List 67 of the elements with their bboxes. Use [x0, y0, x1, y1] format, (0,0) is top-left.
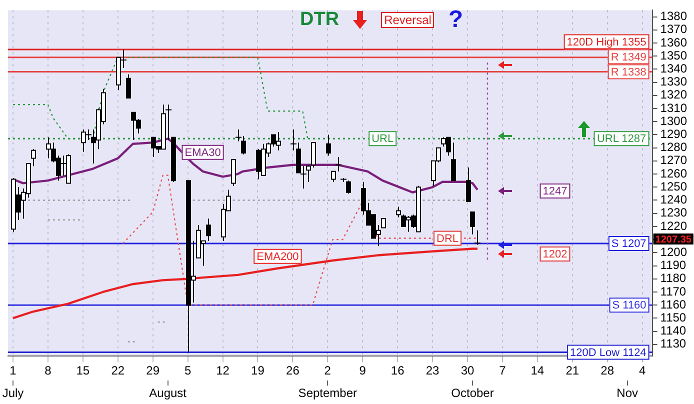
annotation: Reversal [381, 12, 434, 28]
y-tick-label: 1130 [660, 336, 686, 351]
ref-line-label: S 1160 [612, 300, 646, 312]
ref-line-label: 120D High 1355 [566, 36, 646, 48]
y-tick-label: 1270 [660, 153, 688, 168]
x-tick-label: 8 [44, 364, 52, 378]
series-label: EMA200 [256, 250, 299, 263]
x-tick-label: 22 [111, 364, 125, 378]
x-tick-label: 29 [146, 364, 160, 378]
x-tick-label: 7 [499, 364, 506, 378]
y-tick-label: 1200 [660, 244, 688, 259]
annotation: 1247 [542, 186, 568, 198]
x-tick-label: 12 [216, 364, 230, 378]
y-tick-label: 1360 [660, 35, 688, 50]
series-label: EMA30 [184, 146, 221, 159]
line-series [122, 174, 478, 306]
y-tick-label: 1330 [660, 74, 688, 89]
x-tick-label: 26 [286, 364, 300, 378]
annotation: DRL [436, 232, 459, 245]
y-tick-label: 1230 [660, 206, 688, 220]
y-tick-label: 1260 [660, 166, 688, 180]
x-tick-label: 2 [324, 364, 332, 378]
ref-line-label: R 1338 [610, 66, 646, 78]
annotation: DTR [300, 9, 340, 31]
x-tick-label: 5 [184, 364, 192, 378]
x-tick-label: 4 [638, 364, 646, 378]
x-tick-label: 30 [460, 364, 474, 378]
ref-line-label: S 1207 [611, 238, 646, 250]
x-tick-label: 28 [600, 364, 614, 378]
x-tick-label: 14 [530, 364, 544, 378]
ref-line-label: URL 1287 [596, 133, 646, 146]
y-tick-label: 1320 [660, 88, 688, 102]
annotation: ? [448, 6, 464, 34]
y-tick-label: 1170 [660, 284, 686, 298]
y-tick-label: 1250 [660, 179, 688, 194]
x2-tick-label: Nov [616, 386, 638, 400]
x-tick-label: 19 [251, 364, 265, 378]
ref-line-label: R 1349 [610, 51, 646, 64]
x2-tick-label: August [149, 386, 188, 400]
y-tick-label: 1340 [660, 61, 688, 76]
x-tick-label: 21 [566, 364, 580, 378]
x-tick-label: 16 [390, 364, 405, 378]
x-tick-label: 23 [426, 364, 440, 378]
y-tick-label: 1190 [660, 258, 686, 272]
y-tick-label: 1180 [660, 271, 686, 286]
y-tick-label: 1140 [660, 324, 686, 338]
annotation: 1202 [542, 248, 568, 261]
text: 1207.35 [655, 234, 692, 246]
y-tick-label: 1150 [660, 310, 686, 325]
x-tick-label: 1 [10, 364, 17, 378]
x2-tick-label: October [451, 386, 494, 400]
x2-tick-label: July [2, 386, 24, 400]
x-tick-label: 9 [359, 364, 366, 378]
y-tick-label: 1300 [660, 114, 688, 128]
y-tick-label: 1280 [660, 140, 688, 154]
y-tick-label: 1290 [660, 127, 688, 142]
y-tick-label: 1370 [660, 22, 688, 36]
y-tick-label: 1350 [660, 48, 688, 62]
y-tick-label: 1380 [660, 9, 688, 24]
x-tick-label: 15 [76, 364, 90, 378]
y-tick-label: 1240 [660, 192, 688, 207]
y-tick-label: 1220 [660, 218, 688, 233]
y-tick-label: 1160 [660, 297, 686, 312]
annotation: URL [372, 133, 394, 146]
ref-line-label: 120D Low 1124 [570, 346, 646, 359]
x2-tick-label: September [298, 386, 358, 400]
y-tick-label: 1310 [660, 100, 688, 115]
